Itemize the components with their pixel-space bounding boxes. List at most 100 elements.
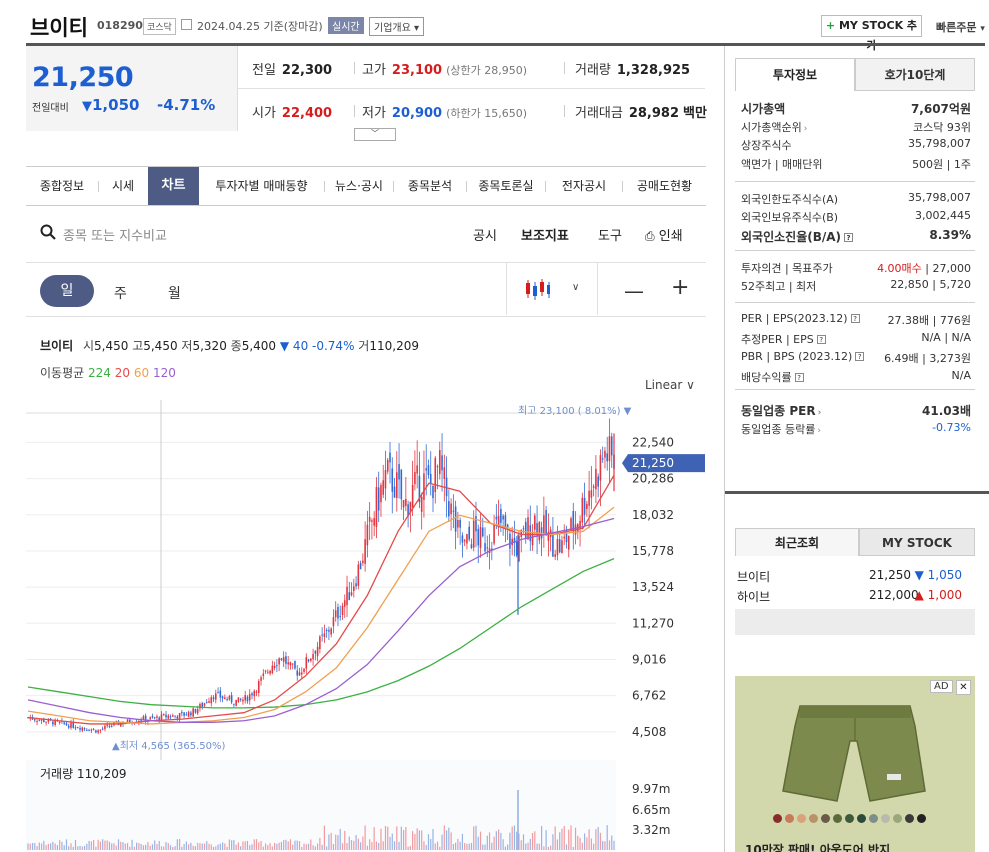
volume-bar <box>468 843 470 850</box>
info-value: 35,798,007 <box>908 137 971 150</box>
zoom-out-button[interactable]: — <box>624 279 644 303</box>
recent-name: 하이브 <box>737 590 771 604</box>
add-my-stock-button[interactable]: + MY STOCK 추가 <box>821 15 922 52</box>
header-divider <box>26 43 985 46</box>
candle <box>140 720 142 722</box>
info-row[interactable]: 동일업종 PER › 41.03배 <box>741 402 971 420</box>
color-swatch <box>845 814 854 823</box>
corp-overview-dropdown[interactable]: 기업개요 ▾ <box>369 17 425 36</box>
volume-bar <box>59 840 61 850</box>
price-chart[interactable]: 22,540 20,286 18,032 15,778 13,524 11,270 9,01… <box>26 400 706 852</box>
candle <box>257 681 260 693</box>
search-icon[interactable] <box>40 224 56 240</box>
y-tick-label: 18,032 <box>632 508 674 522</box>
info-value: 4.00매수 | 27,000 <box>877 262 971 275</box>
compare-search-input[interactable]: 종목 또는 지수비교 <box>63 229 167 244</box>
volume-bar <box>511 826 513 850</box>
disclosure-button[interactable]: 공시 <box>473 229 497 244</box>
info-key: 시가총액순위 › <box>741 121 808 134</box>
print-button[interactable]: ⎙ 인쇄 <box>645 225 683 244</box>
volume-bar <box>276 843 278 850</box>
list-item[interactable]: 하이브 212,000 ▲ 1,000 <box>737 588 962 604</box>
volume-bar <box>434 843 436 850</box>
candle <box>178 712 181 720</box>
candle <box>513 537 516 544</box>
volume-bar <box>221 842 224 850</box>
candle <box>411 484 414 508</box>
volume-bar <box>52 841 54 850</box>
volume-bar <box>47 843 49 850</box>
volume-bar <box>545 830 547 850</box>
candle <box>296 670 299 676</box>
volume-bar <box>441 834 443 850</box>
chevron-down-icon[interactable]: ∨ <box>572 282 580 293</box>
realtime-button[interactable]: 실시간 <box>328 17 364 34</box>
candle <box>72 721 75 728</box>
quick-order-link[interactable]: 빠른주문 ▾ <box>936 19 985 35</box>
candle <box>65 723 68 726</box>
base-date: 2024.04.25 기준(장마감) <box>197 20 323 33</box>
expand-button[interactable]: ﹀ <box>354 128 396 141</box>
candlestick-type-icon[interactable] <box>525 278 551 302</box>
list-item[interactable]: 브이티 21,250 ▼ 1,050 <box>737 568 962 584</box>
advertisement[interactable]: AD ✕ 10만장 판매! 아웃도어 반지 <box>735 676 975 852</box>
tab-summary[interactable]: 종합정보 <box>39 179 85 193</box>
tab-e-disclosure[interactable]: 전자공시 <box>561 179 607 193</box>
help-icon[interactable]: ? <box>816 335 826 344</box>
volume-bar <box>99 841 102 850</box>
help-icon[interactable]: ? <box>855 352 865 361</box>
candle <box>491 548 493 550</box>
volume-bar <box>138 843 140 850</box>
period-month-button[interactable]: 월 <box>168 286 181 302</box>
zoom-in-button[interactable]: + <box>671 275 690 300</box>
volume-bar <box>355 835 357 850</box>
volume-bar <box>31 843 34 850</box>
volume-bar <box>570 825 572 850</box>
volume-bar <box>608 840 611 850</box>
info-row[interactable]: 시가총액순위 › 코스닥 93위 <box>741 119 971 137</box>
candle <box>608 436 611 462</box>
help-icon[interactable]: ? <box>844 233 854 242</box>
period-day-button[interactable]: 일 <box>40 275 94 307</box>
candle <box>522 528 525 530</box>
stat-value: 22,400 <box>281 106 333 121</box>
volume-bar <box>147 842 149 850</box>
plus-icon: + <box>825 19 836 32</box>
candle <box>282 657 285 662</box>
tab-quote[interactable]: 시세 <box>111 179 135 193</box>
help-icon[interactable]: ? <box>794 373 804 382</box>
indicators-button[interactable]: 보조지표 <box>521 229 569 244</box>
candle <box>208 701 210 703</box>
tab-invest-info[interactable]: 투자정보 <box>735 58 855 91</box>
tab-my-stock[interactable]: MY STOCK <box>859 528 975 556</box>
volume-bar <box>556 839 559 850</box>
volume-bar <box>459 841 461 850</box>
candle <box>303 668 305 672</box>
tab-news[interactable]: 뉴스·공시 <box>335 179 383 193</box>
candle <box>255 691 258 693</box>
ma-line-224 <box>27 558 615 709</box>
volume-bar <box>375 841 378 850</box>
ma-20-legend: 20 <box>114 366 131 380</box>
info-row[interactable]: 동일업종 등락률 › -0.73% <box>741 421 971 439</box>
candle <box>500 509 502 523</box>
volume-bar <box>387 826 389 850</box>
volume-bar <box>470 842 473 850</box>
ad-close-button[interactable]: ✕ <box>956 680 971 695</box>
tab-investor-trading[interactable]: 투자자별 매매동향 <box>215 179 308 193</box>
volume-value: 110,209 <box>369 339 419 353</box>
tab-chart[interactable]: 차트 <box>148 167 199 205</box>
tab-orderbook[interactable]: 호가10단계 <box>855 58 975 91</box>
period-week-button[interactable]: 주 <box>114 286 127 302</box>
color-swatch <box>917 814 926 823</box>
candle <box>183 712 185 716</box>
tab-short-selling[interactable]: 공매도현황 <box>636 179 693 193</box>
tab-discussion[interactable]: 종목토론실 <box>478 179 534 193</box>
tab-analysis[interactable]: 종목분석 <box>407 179 453 193</box>
candle <box>527 517 529 540</box>
help-icon[interactable]: ? <box>850 314 860 323</box>
scale-dropdown[interactable]: Linear ∨ <box>645 378 695 392</box>
volume-bar <box>226 846 228 850</box>
tools-button[interactable]: 도구 <box>598 229 622 244</box>
tab-recent[interactable]: 최근조회 <box>735 528 859 556</box>
